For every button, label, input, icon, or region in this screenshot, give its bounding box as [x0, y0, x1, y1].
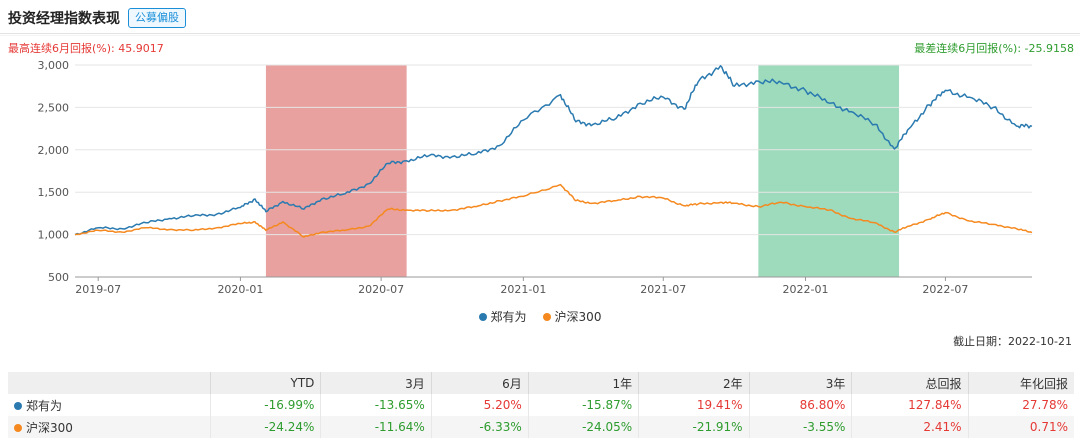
y-tick-label: 1,000 [38, 229, 70, 242]
table-header: 2年 [638, 372, 750, 394]
y-tick-label: 500 [48, 271, 69, 284]
table-header: 1年 [528, 372, 640, 394]
x-tick-label: 2020-01 [217, 283, 263, 296]
legend-dot-icon [542, 312, 551, 321]
x-tick-label: 2022-01 [783, 283, 829, 296]
row-label: 郑有为 [26, 398, 63, 413]
worst-6m-return: 最差连续6月回报(%): -25.9158 [914, 42, 1074, 55]
table-cell: -13.65% [320, 394, 432, 416]
table-header: 3月 [320, 372, 432, 394]
y-tick-label: 3,000 [38, 59, 70, 72]
table-cell: -11.64% [320, 416, 432, 438]
y-tick-label: 1,500 [38, 186, 70, 199]
table-header: 6月 [431, 372, 529, 394]
table-cell: 27.78% [1022, 398, 1068, 412]
divider [0, 33, 1080, 34]
row-name: 郑有为 [8, 394, 211, 416]
table-cell: 5.20% [431, 394, 529, 416]
table-cell: -24.24% [210, 416, 322, 438]
x-tick-label: 2021-01 [500, 283, 546, 296]
page-title: 投资经理指数表现 [8, 11, 120, 27]
table-cell: 127.84% [851, 394, 969, 416]
y-tick-label: 2,500 [38, 101, 70, 114]
table-cell: -6.33% [431, 416, 529, 438]
x-tick-label: 2021-07 [640, 283, 686, 296]
returns-table: YTD 3月 6月 1年 2年 3年 总回报 年化回报 郑有为 -16.99% … [8, 372, 1074, 438]
legend-label: 沪深300 [554, 310, 602, 324]
table-header: 3年 [749, 372, 853, 394]
table-cell: -21.91% [638, 416, 750, 438]
row-name: 沪深300 [8, 416, 211, 438]
table-cell: 0.71% [968, 416, 1074, 438]
table-row: 沪深300 -24.24% -11.64% -6.33% -24.05% -21… [8, 416, 1074, 438]
divider [0, 35, 1080, 36]
series-line [74, 183, 1033, 238]
legend-dot-icon [478, 312, 487, 321]
x-tick-label: 2022-07 [922, 283, 968, 296]
highlight-band [265, 65, 407, 277]
table-header [8, 372, 211, 394]
table-cell: 86.80% [749, 394, 853, 416]
series-dot-icon [14, 402, 22, 410]
series-dot-icon [14, 424, 22, 432]
legend-item-manager[interactable]: 郑有为 [478, 308, 527, 325]
header: 投资经理指数表现 公募偏股 [8, 6, 186, 30]
legend-item-index[interactable]: 沪深300 [542, 308, 602, 325]
series-line [74, 65, 1033, 236]
x-tick-label: 2020-07 [358, 283, 404, 296]
highlight-band [758, 65, 900, 277]
table-header: YTD [210, 372, 322, 394]
legend-label: 郑有为 [490, 310, 527, 324]
table-cell: -24.05% [528, 416, 640, 438]
fund-type-tag[interactable]: 公募偏股 [128, 8, 186, 28]
table-cell: -15.87% [528, 394, 640, 416]
table-cell: -3.55% [749, 416, 853, 438]
chart-legend: 郑有为 沪深300 [0, 308, 1080, 325]
as-of-date: 截止日期：2022-10-21 [953, 335, 1072, 348]
table-header-row: YTD 3月 6月 1年 2年 3年 总回报 年化回报 [8, 372, 1074, 394]
table-row: 郑有为 -16.99% -13.65% 5.20% -15.87% 19.41%… [8, 394, 1074, 416]
x-tick-label: 2019-07 [75, 283, 121, 296]
table-header: 总回报 [851, 372, 969, 394]
table-cell: -16.99% [210, 394, 322, 416]
table-cell: 2.41% [851, 416, 969, 438]
table-cell: 19.41% [638, 394, 750, 416]
performance-chart: 500 1,000 1,500 2,000 2,500 3,000 2019-07 2020-… [38, 59, 1033, 296]
row-label: 沪深300 [26, 420, 73, 435]
table-header: 年化回报 [968, 372, 1074, 394]
best-6m-return: 最高连续6月回报(%): 45.9017 [8, 42, 164, 55]
y-tick-label: 2,000 [38, 144, 70, 157]
